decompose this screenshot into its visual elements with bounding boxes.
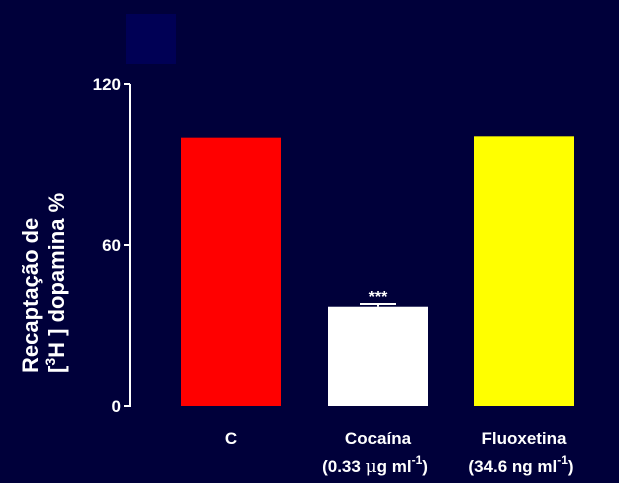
y-axis: 0 60 120 [93,75,131,416]
y-tick-label: 60 [102,236,121,255]
category-labels: C Cocaína (0.33 μg ml-1) Fluoxetina (34.6 ng… [225,429,574,477]
y-tick-label: 120 [93,75,121,94]
category-sublabel: (34.6 ng ml-1) [468,453,573,476]
y-axis-label: Recaptação de [3H ] dopamina % [18,193,69,373]
category-sublabel: (0.33 μg ml-1) [322,453,428,477]
category-label: Fluoxetina [481,429,567,448]
category-label: C [225,429,237,448]
legend-swatch [126,14,176,64]
significance-label: *** [369,289,388,306]
bar-fluoxetina [474,136,574,406]
bar-cocaína [328,306,428,406]
y-axis-label-line2: [3H ] dopamina % [42,193,69,373]
bar-c [181,137,281,406]
category-label: Cocaína [345,429,412,448]
y-axis-label-line1: Recaptação de [18,218,43,373]
y-tick-label: 0 [112,397,121,416]
bars: *** [181,136,574,406]
